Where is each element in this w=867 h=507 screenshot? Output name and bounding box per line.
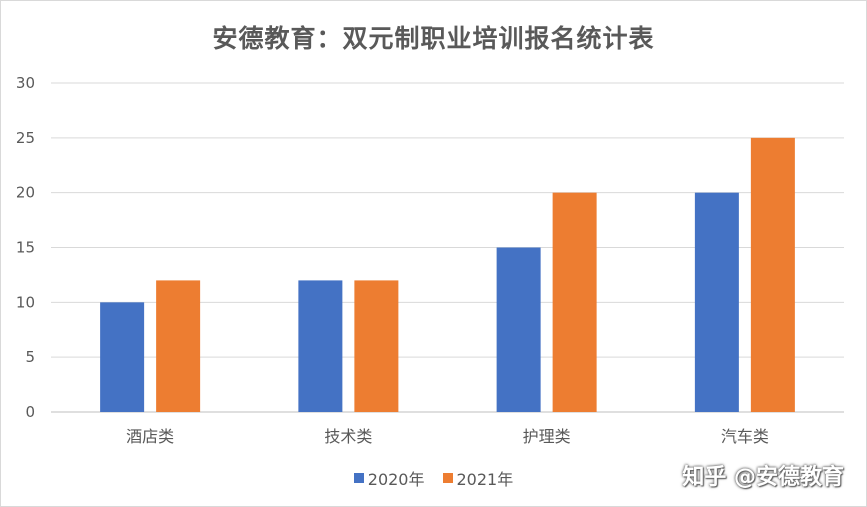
bar-chart-plot: 0 5 10 15 20 25 30 酒店类 技术类 护理类 汽车类	[16, 74, 844, 446]
bar-2-1	[552, 192, 597, 412]
y-tick-label: 15	[16, 239, 35, 257]
x-category-label: 酒店类	[126, 427, 174, 446]
legend-item-1: 2021年	[442, 466, 514, 490]
bar-0-1	[156, 280, 201, 412]
x-category-label: 护理类	[523, 427, 571, 446]
bar-1-0	[298, 280, 343, 412]
y-tick-label: 25	[16, 129, 35, 147]
y-tick-label: 10	[16, 293, 35, 311]
legend-swatch	[442, 473, 453, 483]
bar-3-0	[694, 192, 739, 412]
x-category-label: 技术类	[324, 427, 372, 446]
watermark: 知乎 @安德教育	[682, 465, 844, 490]
bar-0-0	[100, 302, 145, 412]
legend-label: 2021年	[456, 470, 514, 489]
chart-title: 安德教育：双元制职业培训报名统计表	[212, 24, 655, 53]
legend-label: 2020年	[367, 470, 425, 489]
y-tick-label: 0	[25, 403, 35, 421]
bar-3-1	[750, 137, 795, 413]
x-category-label: 汽车类	[721, 427, 769, 446]
y-tick-label: 5	[25, 348, 35, 366]
bar-1-1	[354, 280, 399, 412]
legend-item-0: 2020年	[353, 466, 425, 490]
legend-swatch	[353, 473, 364, 483]
y-tick-label: 20	[16, 184, 35, 202]
y-tick-label: 30	[16, 74, 35, 92]
bar-2-0	[496, 247, 541, 412]
chart-legend: 2020年 2021年	[1, 466, 866, 490]
